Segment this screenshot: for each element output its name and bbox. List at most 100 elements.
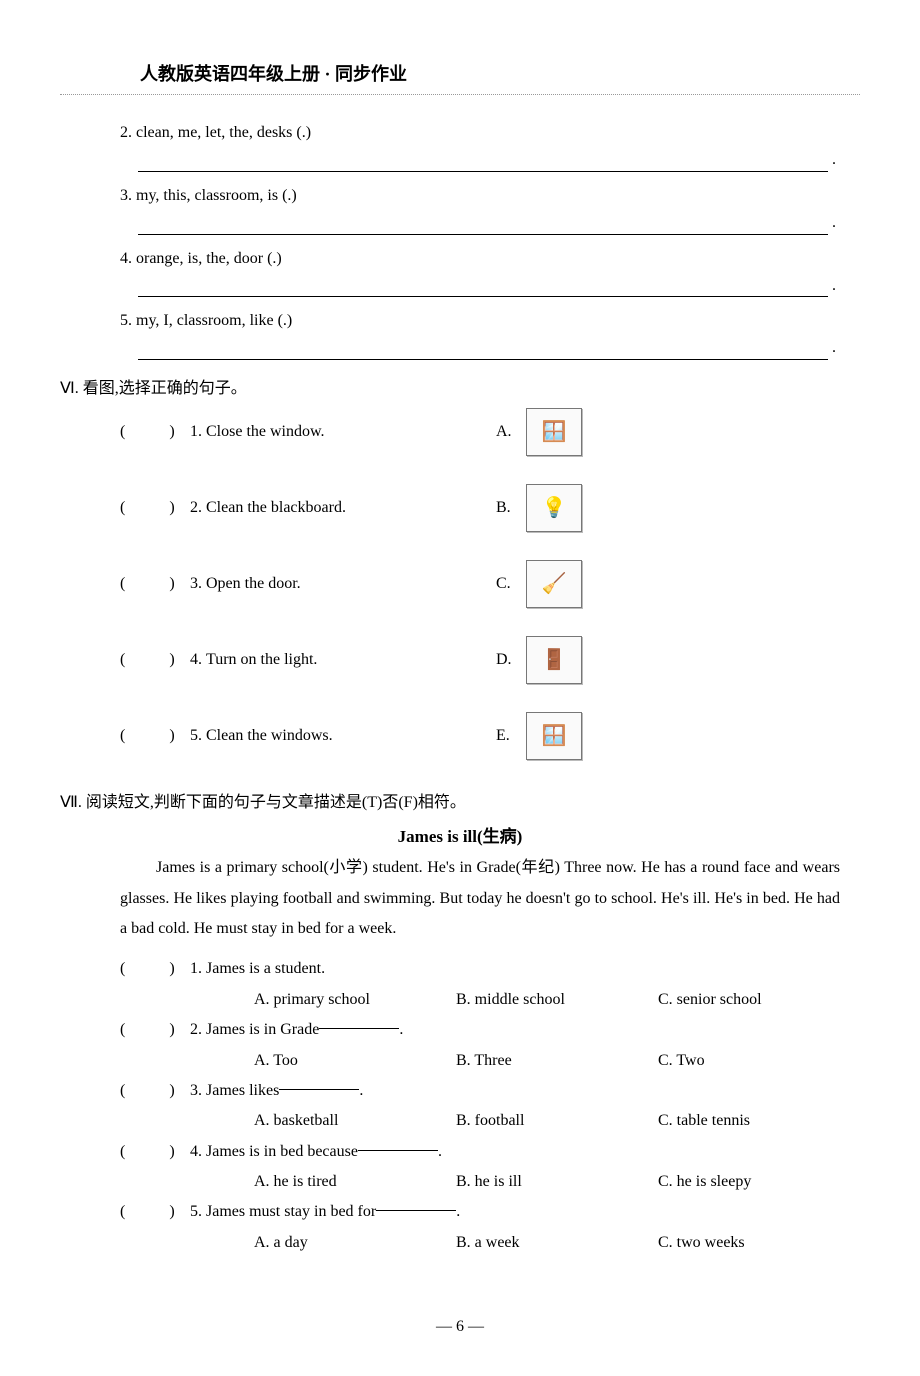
q-num: 4. — [120, 250, 132, 267]
answer-paren[interactable]: ( ) — [120, 494, 190, 523]
answer-line[interactable] — [138, 154, 828, 172]
match-num: 3. — [190, 570, 202, 599]
answer-paren[interactable]: ( ) — [120, 1137, 190, 1167]
section-vii-title: Ⅶ. 阅读短文,判断下面的句子与文章描述是(T)否(F)相符。 — [60, 788, 860, 812]
opt-b: B. football — [456, 1106, 658, 1136]
q-text: clean, me, let, the, desks (.) — [136, 124, 311, 141]
page-number: — 6 — — [60, 1318, 860, 1336]
answer-paren[interactable]: ( ) — [120, 954, 190, 984]
match-row: ( ) 2. Clean the blackboard. B. 💡 — [120, 484, 840, 532]
answer-paren[interactable]: ( ) — [120, 570, 190, 599]
opt-a: A. primary school — [254, 985, 456, 1015]
mc-options: A. a day B. a week C. two weeks — [254, 1228, 860, 1258]
reading-passage: James is a primary school(小学) student. H… — [120, 853, 840, 944]
match-num: 2. — [190, 494, 202, 523]
mc-num: 3. — [190, 1076, 202, 1106]
opt-c: C. Two — [658, 1046, 860, 1076]
answer-paren[interactable]: ( ) — [120, 1197, 190, 1227]
match-num: 4. — [190, 646, 202, 675]
match-row: ( ) 3. Open the door. C. 🧹 — [120, 560, 840, 608]
section-vi-body: ( ) 1. Close the window. A. 🪟 ( ) 2. Cle… — [120, 408, 840, 760]
blank[interactable] — [358, 1137, 438, 1151]
stem-tail: . — [438, 1137, 442, 1167]
blank[interactable] — [279, 1076, 359, 1090]
mc-row: ( ) 1. James is a student. — [120, 954, 860, 984]
mc-stem: James is in Grade — [206, 1015, 319, 1045]
match-text: Open the door. — [206, 570, 496, 599]
answer-line[interactable] — [138, 279, 828, 297]
blank[interactable] — [319, 1015, 399, 1029]
light-icon: 💡 — [526, 484, 582, 532]
section-v-items: 2. clean, me, let, the, desks (.) 3. my,… — [120, 119, 840, 360]
answer-paren[interactable]: ( ) — [120, 1076, 190, 1106]
opt-c: C. senior school — [658, 985, 860, 1015]
mc-num: 2. — [190, 1015, 202, 1045]
passage-text: James is a primary school(小学) student. H… — [120, 859, 840, 937]
mc-row: ( ) 4. James is in bed because . — [120, 1137, 860, 1167]
match-label: C. — [496, 570, 526, 599]
match-num: 5. — [190, 722, 202, 751]
match-label: B. — [496, 494, 526, 523]
window-icon: 🪟 — [526, 408, 582, 456]
stem-tail: . — [399, 1015, 403, 1045]
opt-b: B. Three — [456, 1046, 658, 1076]
q-num: 5. — [120, 312, 132, 329]
section-vi-title: Ⅵ. 看图,选择正确的句子。 — [60, 374, 860, 398]
answer-paren[interactable]: ( ) — [120, 646, 190, 675]
match-label: D. — [496, 646, 526, 675]
mc-num: 5. — [190, 1197, 202, 1227]
stem-tail: . — [456, 1197, 460, 1227]
opt-c: C. two weeks — [658, 1228, 860, 1258]
stem-tail: . — [359, 1076, 363, 1106]
q-text: my, I, classroom, like (.) — [136, 312, 292, 329]
match-label: A. — [496, 418, 526, 447]
page-header: 人教版英语四年级上册 · 同步作业 — [140, 60, 860, 86]
mc-options: A. primary school B. middle school C. se… — [254, 985, 860, 1015]
q-item: 2. clean, me, let, the, desks (.) — [120, 119, 840, 172]
page: 人教版英语四年级上册 · 同步作业 2. clean, me, let, the… — [0, 0, 920, 1376]
mc-row: ( ) 2. James is in Grade . — [120, 1015, 860, 1045]
header-rule — [60, 94, 860, 95]
mc-row: ( ) 3. James likes . — [120, 1076, 860, 1106]
mc-options: A. he is tired B. he is ill C. he is sle… — [254, 1167, 860, 1197]
mc-num: 4. — [190, 1137, 202, 1167]
blackboard-icon: 🧹 — [526, 560, 582, 608]
mc-stem: James is a student. — [206, 954, 325, 984]
story-title: James is ill(生病) — [60, 822, 860, 847]
opt-c: C. table tennis — [658, 1106, 860, 1136]
match-label: E. — [496, 722, 526, 751]
blank[interactable] — [376, 1197, 456, 1211]
mc-num: 1. — [190, 954, 202, 984]
answer-line[interactable] — [138, 342, 828, 360]
mc-row: ( ) 5. James must stay in bed for . — [120, 1197, 860, 1227]
mc-stem: James must stay in bed for — [206, 1197, 376, 1227]
opt-a: A. a day — [254, 1228, 456, 1258]
mc-options: A. Too B. Three C. Two — [254, 1046, 860, 1076]
match-row: ( ) 1. Close the window. A. 🪟 — [120, 408, 840, 456]
answer-line[interactable] — [138, 217, 828, 235]
answer-paren[interactable]: ( ) — [120, 418, 190, 447]
clean-window-icon: 🪟 — [526, 712, 582, 760]
q-item: 3. my, this, classroom, is (.) — [120, 182, 840, 235]
match-text: Clean the blackboard. — [206, 494, 496, 523]
answer-paren[interactable]: ( ) — [120, 1015, 190, 1045]
match-num: 1. — [190, 418, 202, 447]
opt-c: C. he is sleepy — [658, 1167, 860, 1197]
match-text: Turn on the light. — [206, 646, 496, 675]
mc-questions: ( ) 1. James is a student. A. primary sc… — [120, 954, 860, 1258]
q-num: 3. — [120, 187, 132, 204]
opt-b: B. he is ill — [456, 1167, 658, 1197]
opt-b: B. middle school — [456, 985, 658, 1015]
q-num: 2. — [120, 124, 132, 141]
opt-b: B. a week — [456, 1228, 658, 1258]
mc-stem: James likes — [206, 1076, 279, 1106]
q-item: 5. my, I, classroom, like (.) — [120, 307, 840, 360]
opt-a: A. he is tired — [254, 1167, 456, 1197]
door-icon: 🚪 — [526, 636, 582, 684]
answer-paren[interactable]: ( ) — [120, 722, 190, 751]
q-item: 4. orange, is, the, door (.) — [120, 245, 840, 298]
opt-a: A. Too — [254, 1046, 456, 1076]
q-text: my, this, classroom, is (.) — [136, 187, 297, 204]
opt-a: A. basketball — [254, 1106, 456, 1136]
match-row: ( ) 5. Clean the windows. E. 🪟 — [120, 712, 840, 760]
